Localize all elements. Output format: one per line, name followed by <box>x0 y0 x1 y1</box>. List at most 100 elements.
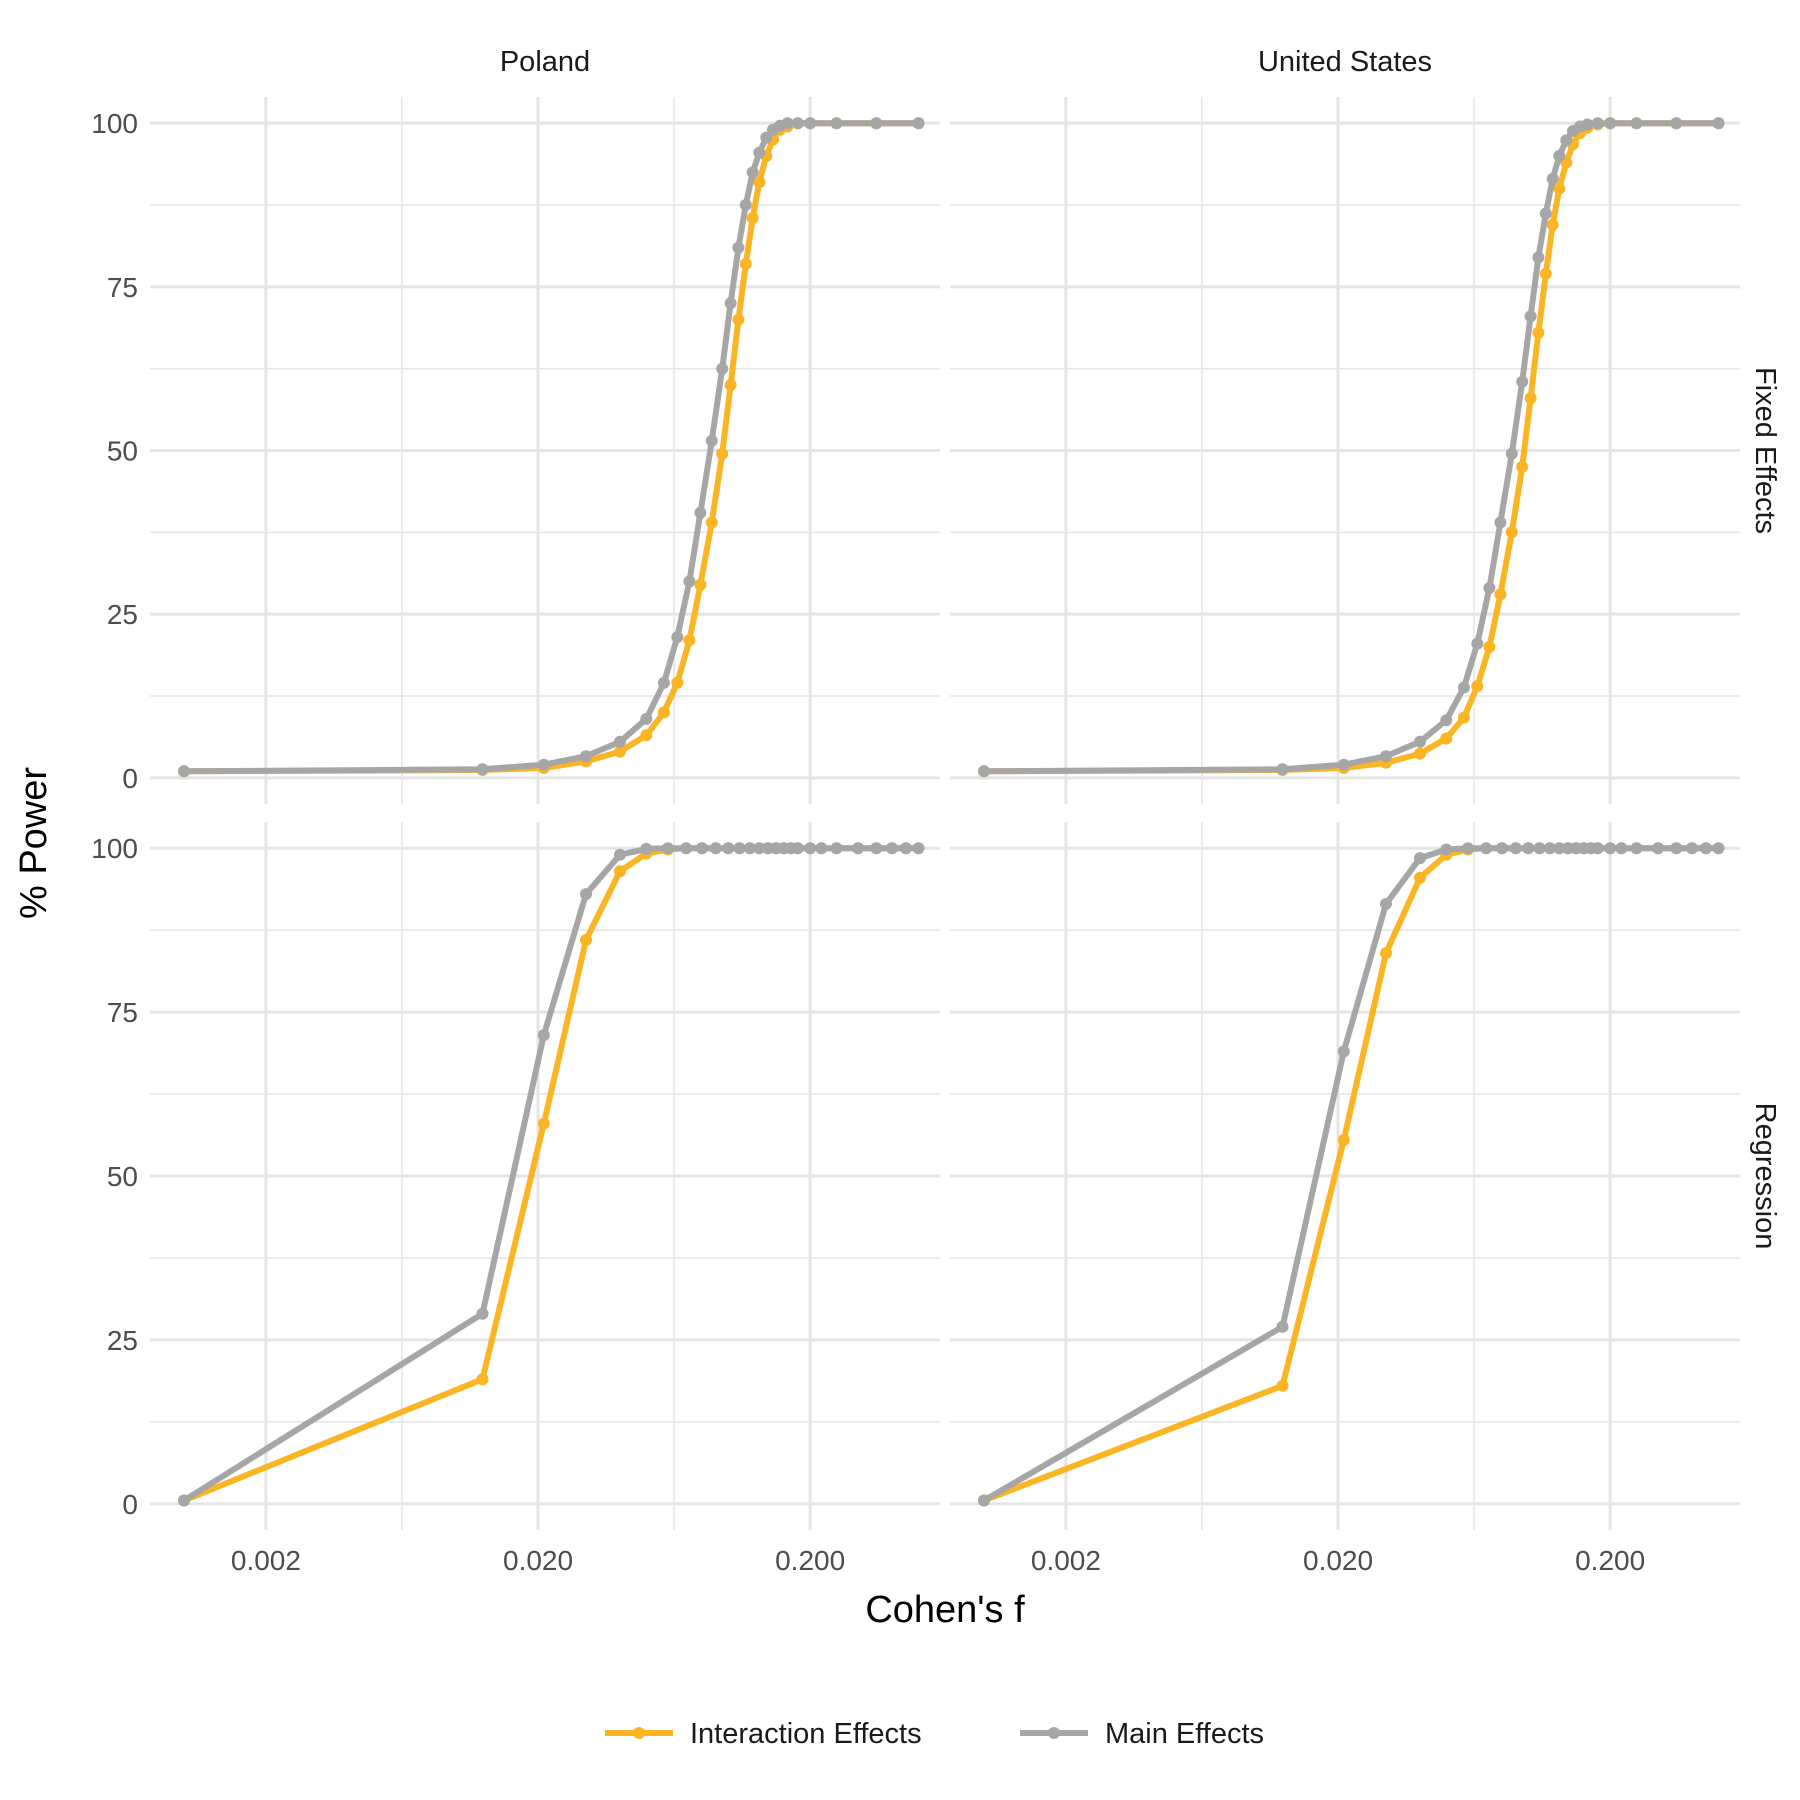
facet-strip-row: Fixed Effects <box>1749 367 1781 534</box>
data-point <box>1630 117 1643 130</box>
data-point <box>815 842 828 855</box>
data-point <box>1440 732 1453 745</box>
data-point <box>830 117 843 130</box>
data-point <box>1686 842 1699 855</box>
data-point <box>1494 516 1507 529</box>
data-point <box>1516 460 1529 473</box>
data-point <box>1480 842 1493 855</box>
data-point <box>746 166 759 179</box>
data-point <box>1546 218 1559 231</box>
data-point <box>709 842 722 855</box>
panel: 0 25 50 75 100 Poland <box>91 46 940 804</box>
y-tick-label: 100 <box>91 833 138 864</box>
data-point <box>640 729 653 742</box>
y-tick-label: 25 <box>107 1325 138 1356</box>
data-point <box>1380 897 1392 910</box>
data-point <box>739 199 752 211</box>
data-point <box>1414 871 1426 884</box>
x-tick-label: 0.020 <box>503 1545 573 1576</box>
data-point <box>580 750 592 763</box>
data-point <box>1495 842 1508 855</box>
y-tick-label: 75 <box>107 997 138 1028</box>
data-point <box>1591 842 1604 855</box>
data-point <box>1461 842 1474 855</box>
data-point <box>640 712 653 725</box>
y-axis-title: % Power <box>13 767 55 919</box>
data-point <box>1380 750 1392 763</box>
data-point <box>1414 747 1426 760</box>
data-point <box>614 848 626 861</box>
data-point <box>178 1494 190 1507</box>
data-point <box>791 842 804 855</box>
data-point <box>1532 326 1545 339</box>
data-point <box>886 842 899 855</box>
data-point <box>978 765 990 778</box>
data-point <box>1670 842 1683 855</box>
data-point <box>762 842 774 855</box>
data-point <box>694 506 707 519</box>
legend-key-point <box>1048 1727 1060 1739</box>
data-point <box>753 146 766 159</box>
data-point <box>476 1373 489 1386</box>
data-point <box>614 745 626 758</box>
panel: United States Fixed Effects <box>950 46 1781 804</box>
legend-label: Interaction Effects <box>690 1718 922 1750</box>
data-point <box>476 1307 489 1320</box>
data-point <box>1414 735 1426 748</box>
data-point <box>614 735 626 748</box>
data-point <box>537 758 550 771</box>
x-tick-label: 0.002 <box>231 1545 301 1576</box>
data-point <box>1440 843 1453 856</box>
data-point <box>722 842 735 855</box>
data-point <box>1337 758 1350 771</box>
data-point <box>1560 134 1573 147</box>
data-point <box>705 434 718 447</box>
data-point <box>1553 842 1566 855</box>
data-point <box>580 888 592 901</box>
data-point <box>476 763 489 776</box>
data-point <box>1604 117 1617 130</box>
legend-item: Interaction Effects <box>605 1718 922 1750</box>
data-point <box>1276 1379 1289 1392</box>
data-point <box>1380 947 1392 960</box>
data-point <box>1670 117 1683 130</box>
legend-key-point <box>633 1727 645 1739</box>
data-point <box>1457 711 1470 724</box>
x-tick-label: 0.200 <box>1575 1545 1645 1576</box>
data-point <box>781 117 794 130</box>
data-point <box>716 362 729 375</box>
y-tick-label: 50 <box>107 436 138 467</box>
data-point <box>732 313 745 326</box>
data-point <box>705 516 718 529</box>
data-point <box>978 1494 990 1507</box>
data-point <box>724 297 737 310</box>
facet-strip-column: United States <box>1258 46 1432 78</box>
data-point <box>1630 842 1643 855</box>
legend: Interaction Effects Main Effects <box>605 1718 1264 1750</box>
data-point <box>1483 582 1496 594</box>
data-point <box>694 578 707 591</box>
data-point <box>1471 637 1484 650</box>
data-point <box>753 842 766 855</box>
data-point <box>830 842 843 855</box>
data-point <box>1700 842 1712 855</box>
data-point <box>733 842 746 855</box>
data-point <box>912 117 925 130</box>
data-point <box>1440 714 1453 727</box>
data-point <box>743 842 756 855</box>
data-point <box>1553 182 1566 195</box>
data-point <box>732 241 745 254</box>
legend-item: Main Effects <box>1020 1718 1264 1750</box>
data-point <box>1553 149 1566 162</box>
data-point <box>657 706 670 719</box>
x-tick-label: 0.020 <box>1303 1545 1373 1576</box>
data-point <box>1524 310 1537 323</box>
y-tick-label: 50 <box>107 1161 138 1192</box>
data-point <box>1483 640 1496 653</box>
data-point <box>683 575 696 588</box>
data-point <box>1505 447 1518 460</box>
panel: 0 25 50 75 100 0.002 0.020 0.200 <box>91 822 940 1576</box>
data-point <box>1505 526 1518 539</box>
